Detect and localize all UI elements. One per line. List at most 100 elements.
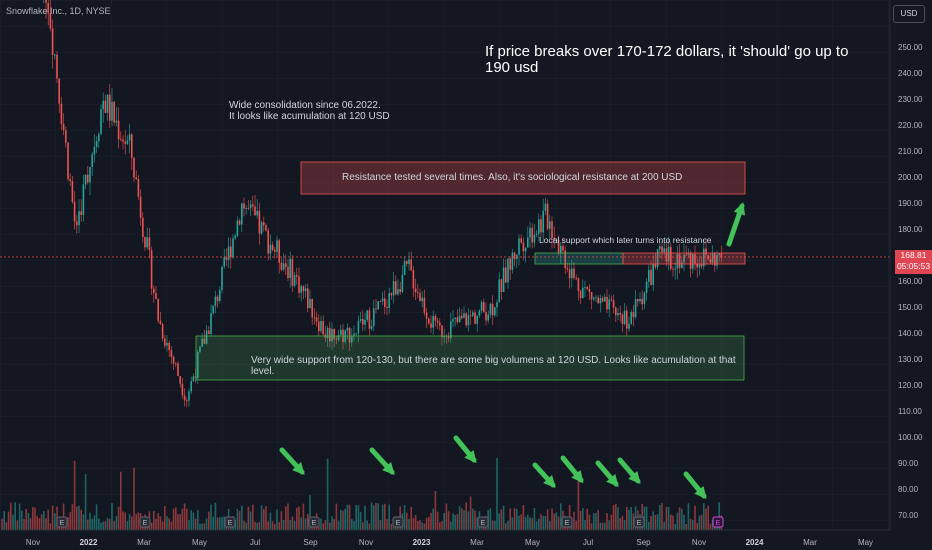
candle-body <box>362 319 364 325</box>
volume-bar <box>586 508 588 530</box>
candle-body <box>381 298 384 302</box>
candle-body <box>265 225 267 231</box>
volume-bar <box>100 522 102 530</box>
volume-bar <box>469 496 472 530</box>
candle-body <box>366 310 368 321</box>
candle-body <box>331 329 333 342</box>
y-axis-ticks: 70.00 80.00 90.00 100.00 110.00 120.00 130.00 1… <box>898 43 923 520</box>
candle-body <box>507 258 509 283</box>
volume-bar <box>236 508 239 530</box>
earnings-marker-label: E <box>565 520 570 527</box>
volume-bar <box>496 458 498 530</box>
volume-bar <box>23 519 25 530</box>
candle-body <box>601 298 604 302</box>
candle-body <box>144 237 146 248</box>
volume-bar <box>221 517 223 530</box>
candle-body <box>630 312 632 324</box>
currency-button[interactable]: USD <box>893 5 925 23</box>
x-axis-ticks: Nov 2022 Mar May Jul Sep Nov 2023 Mar May Jul Sep No… <box>26 538 873 547</box>
volume-bar <box>247 506 250 530</box>
candle-body <box>221 266 223 291</box>
candle-body <box>595 297 597 299</box>
volume-bar <box>454 514 456 530</box>
volume-bar <box>18 503 21 530</box>
candle-body <box>656 249 659 268</box>
candle-body <box>467 315 470 326</box>
candle-body <box>65 130 67 143</box>
x-tick-label: May <box>192 538 207 547</box>
volume-bar <box>709 523 712 530</box>
volume-bar <box>656 514 659 530</box>
candle-body <box>216 296 219 301</box>
candle-body <box>377 301 379 310</box>
volume-bar <box>197 510 199 530</box>
candle-body <box>615 307 617 316</box>
candle-body <box>573 268 575 278</box>
volume-bar <box>463 509 465 530</box>
candle-body <box>599 298 602 304</box>
candle-body <box>652 263 654 286</box>
volume-bar <box>71 504 74 530</box>
volume-bar <box>126 520 129 530</box>
volume-bar <box>249 511 252 530</box>
volume-bar <box>436 511 439 530</box>
candle-body <box>626 310 628 329</box>
candle-body <box>520 238 522 243</box>
volume-bar <box>472 508 474 530</box>
volume-bar <box>342 510 344 530</box>
support-note: Very wide support from 120-130, but ther… <box>251 355 736 377</box>
candle-body <box>641 298 643 305</box>
volume-bar <box>386 519 388 530</box>
volume-bar <box>67 517 69 530</box>
candle-body <box>166 342 168 346</box>
volume-bar <box>432 508 434 530</box>
candle-body <box>676 254 679 269</box>
volume-bar <box>186 508 188 530</box>
candle-body <box>421 297 423 302</box>
volume-bar <box>36 516 38 530</box>
candle-body <box>267 230 269 254</box>
candle-body <box>650 269 652 286</box>
candle-body <box>368 310 371 329</box>
volume-bar <box>617 507 619 530</box>
candle-body <box>639 298 641 302</box>
volume-bar <box>150 522 153 530</box>
volume-bar <box>465 502 467 530</box>
candle-body <box>487 314 489 321</box>
candle-body <box>434 316 437 321</box>
candle-body <box>296 275 298 277</box>
volume-bar <box>302 503 305 530</box>
candle-body <box>60 103 63 124</box>
volume-bar <box>678 507 681 530</box>
candle-body <box>128 134 131 141</box>
volume-bar <box>192 512 195 530</box>
y-tick-label: 100.00 <box>898 433 923 442</box>
candle-body <box>282 263 285 270</box>
candle-body <box>542 210 544 233</box>
candle-body <box>155 293 157 299</box>
candle-body <box>474 312 476 324</box>
volume-bar <box>82 514 85 530</box>
candle-body <box>153 288 155 294</box>
candle-body <box>443 335 445 338</box>
candle-body <box>654 263 657 268</box>
y-tick-label: 230.00 <box>898 95 923 104</box>
candle-body <box>621 314 624 324</box>
candle-body <box>571 268 573 279</box>
volume-bar <box>388 504 390 530</box>
candle-body <box>617 313 619 316</box>
volume-bar <box>109 518 111 530</box>
candle-body <box>663 248 665 253</box>
candle-body <box>711 252 714 263</box>
volume-bar <box>106 517 109 530</box>
candle-body <box>714 252 716 266</box>
earnings-marker-label: E <box>143 520 148 527</box>
volume-bar <box>43 511 45 530</box>
grid-background <box>0 0 890 530</box>
candle-body <box>685 254 687 256</box>
candle-body <box>619 313 621 315</box>
candle-body <box>302 286 305 292</box>
volume-bar <box>183 503 186 530</box>
